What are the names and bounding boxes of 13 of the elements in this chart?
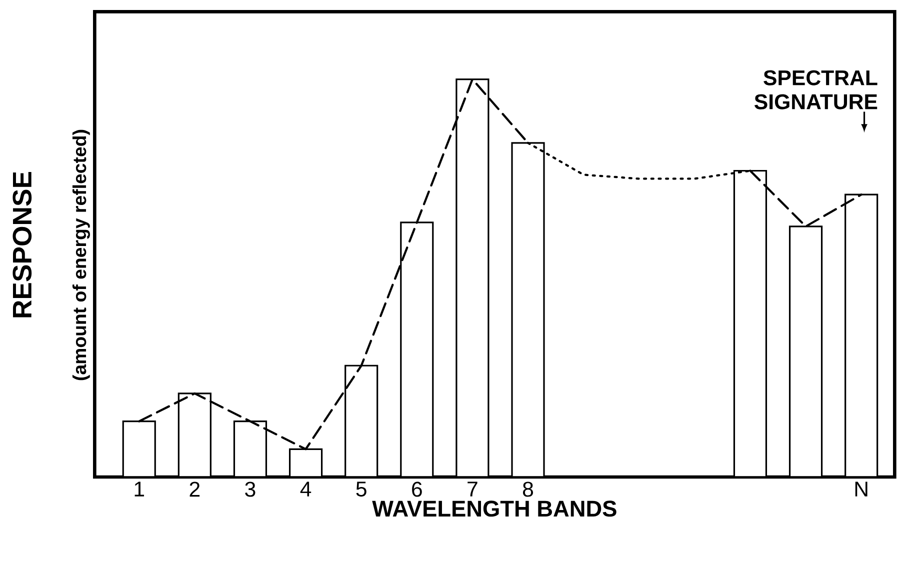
x-tick-label: 1 [134, 482, 144, 496]
text: (amount of energy reflected) [72, 130, 90, 380]
x-tick-label: 5 [356, 482, 366, 497]
x-tick-label: 7 [468, 482, 478, 496]
y-axis-title: RESPONSE [12, 172, 32, 318]
x-axis-title: WAVELENGTH BANDS [372, 500, 616, 517]
annotation: SPECTRAL SIGNATURE [754, 70, 878, 110]
x-tick-label: N [855, 482, 868, 496]
x-tick-label: 3 [245, 482, 256, 497]
x-tick-label: 6 [412, 482, 422, 497]
x-tick-label: 2 [190, 482, 200, 497]
x-tick-label: 8 [522, 482, 534, 497]
x-tick-label: 4 [300, 482, 312, 496]
